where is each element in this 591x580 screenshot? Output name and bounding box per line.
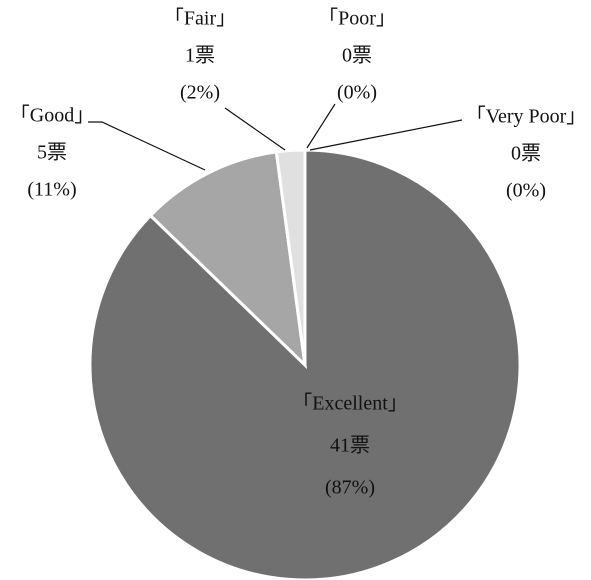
slice-count: 1票 [185,45,215,67]
slices [88,148,522,580]
slice-label: 「Good」 [10,104,94,127]
leader-lines [88,103,463,171]
slice-count: 0票 [511,143,541,165]
slice-count: 0票 [342,45,372,67]
slice-percent: (0%) [337,82,377,104]
slice-label: 「Very Poor」 [466,105,587,128]
leader-line [224,107,286,151]
slice-count: 5票 [37,142,67,164]
slice-label: 「Poor」 [318,7,396,30]
slice-label: 「Excellent」 [292,392,408,415]
slice-count: 41票 [330,435,370,457]
leader-line [309,119,463,151]
pie-slice [148,150,308,370]
slice-percent: (0%) [506,180,546,202]
slice-percent: (2%) [180,82,220,104]
labels: 「Excellent」 41票 (87%) 「Good」 5票 (11%) 「Fair」 1票… [10,7,587,499]
slice-label: 「Fair」 [164,7,236,30]
slice-percent: (87%) [325,477,375,499]
leader-line [88,121,206,171]
slice-percent: (11%) [27,179,76,201]
leader-line [306,103,336,149]
